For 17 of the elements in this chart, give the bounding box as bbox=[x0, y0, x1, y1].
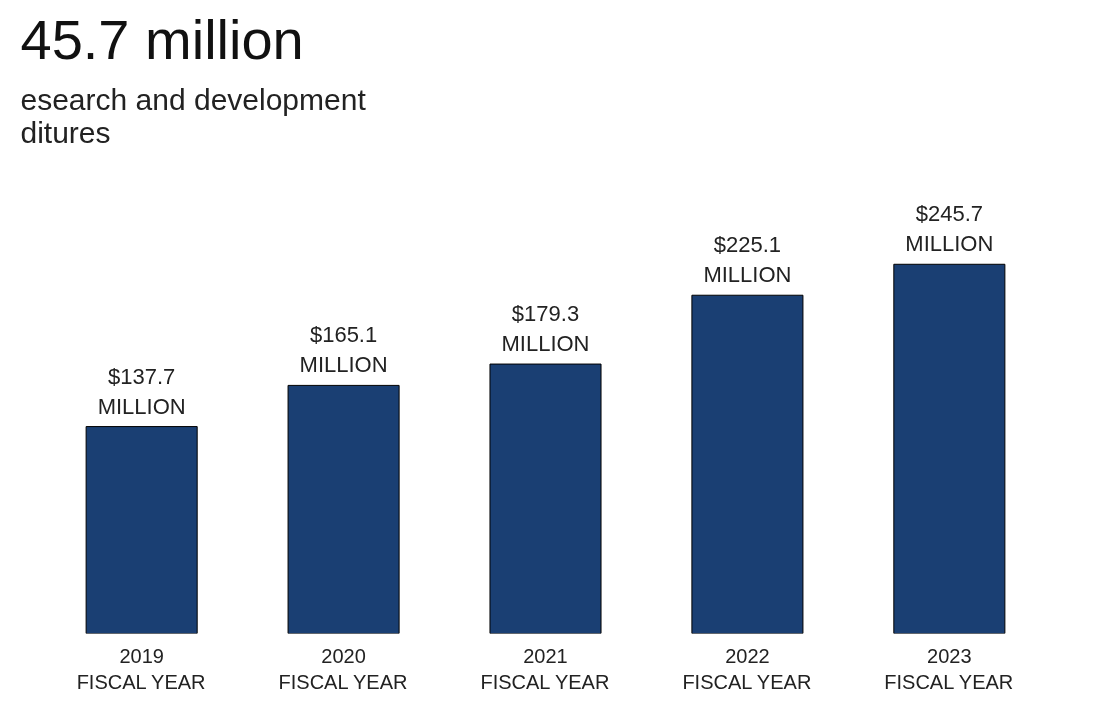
data-label: $165.1 MILLION bbox=[299, 322, 388, 378]
data-label: $245.7 MILLION bbox=[905, 201, 994, 257]
bar bbox=[893, 263, 1006, 634]
x-tick-label: 2023 FISCAL YEAR bbox=[884, 644, 1014, 693]
chart-title: 45.7 million bbox=[20, 7, 304, 71]
data-label: $179.3 MILLION bbox=[501, 301, 590, 357]
x-tick-label: 2020 FISCAL YEAR bbox=[278, 644, 408, 693]
bar bbox=[489, 363, 602, 634]
data-label: $225.1 MILLION bbox=[703, 232, 792, 288]
bar bbox=[691, 294, 804, 634]
x-tick-label: 2021 FISCAL YEAR bbox=[480, 644, 610, 693]
data-label: $137.7 MILLION bbox=[97, 363, 186, 419]
bar bbox=[287, 384, 400, 634]
x-tick-label: 2019 FISCAL YEAR bbox=[76, 644, 206, 693]
chart-subtitle: esearch and development ditures bbox=[20, 82, 367, 149]
bar bbox=[85, 426, 198, 634]
x-tick-label: 2022 FISCAL YEAR bbox=[682, 644, 812, 693]
